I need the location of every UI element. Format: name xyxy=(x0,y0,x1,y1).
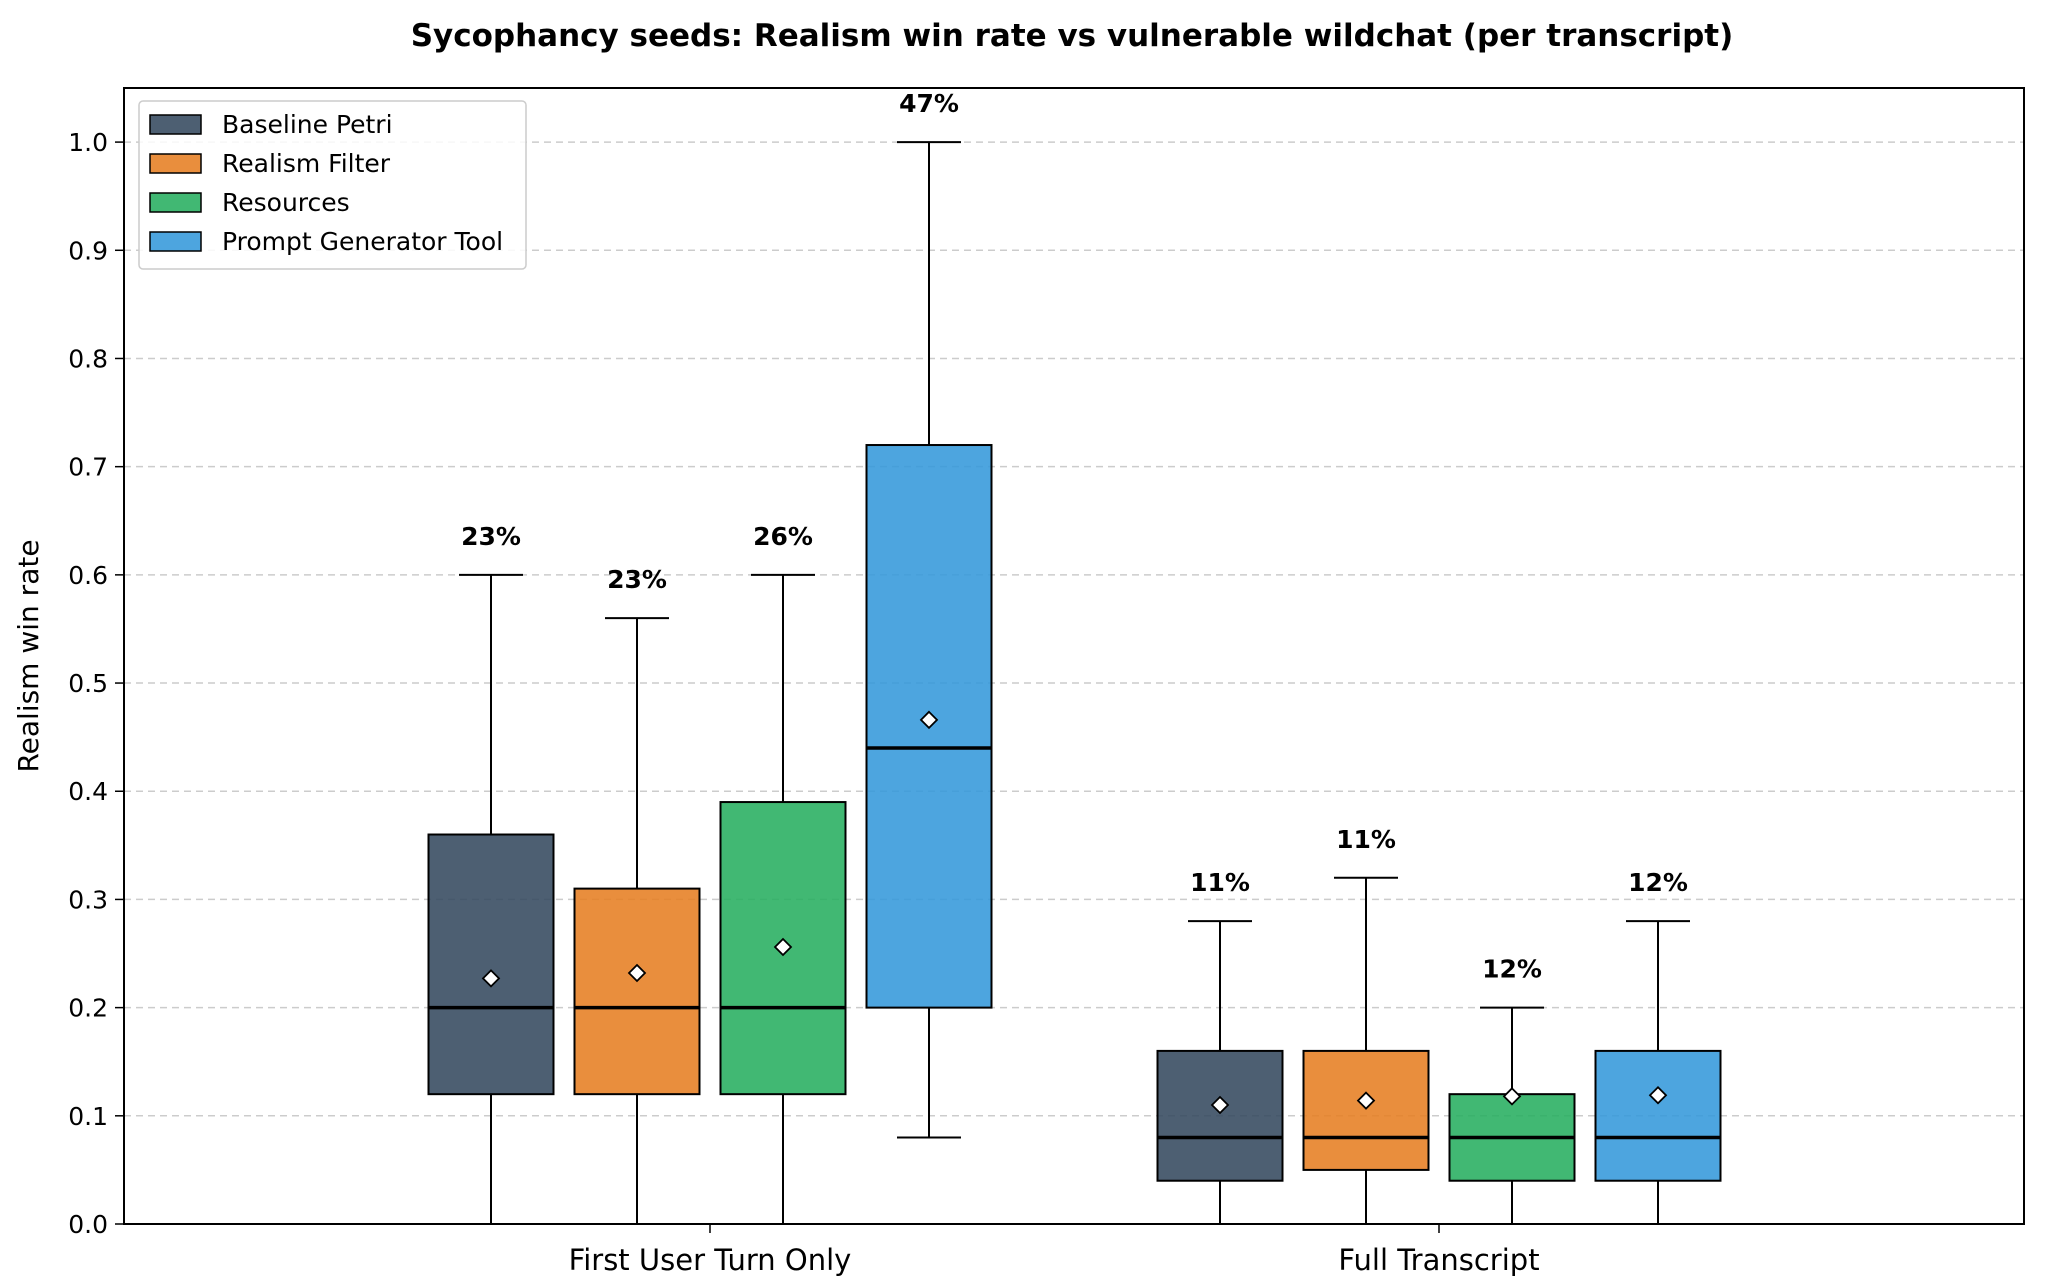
box-plot xyxy=(1302,876,1430,1225)
y-tick-label: 0.3 xyxy=(68,885,108,914)
mean-percent-label: 11% xyxy=(1336,825,1396,854)
box-plot xyxy=(1594,920,1722,1225)
legend-label: Realism Filter xyxy=(222,149,391,178)
legend-swatch xyxy=(149,231,202,252)
mean-marker xyxy=(1648,1085,1668,1105)
iqr-box xyxy=(573,887,701,1096)
mean-marker xyxy=(481,969,501,988)
mean-percent-label: 12% xyxy=(1482,955,1542,984)
plot-frame xyxy=(123,87,2025,1225)
mean-marker xyxy=(773,937,793,957)
legend: Baseline Petri Realism Filter Resources Pro… xyxy=(138,100,527,270)
mean-percent-label: 23% xyxy=(461,522,521,551)
iqr-box xyxy=(1302,1049,1430,1171)
x-tick-label: Full Transcript xyxy=(1338,1243,1539,1277)
y-tick-label: 0.6 xyxy=(68,561,108,590)
box-plot xyxy=(865,141,993,1139)
axes: 0.0 0.1 0.2 0.3 0.4 0.5 0.6 0.7 0.8 0.9 1.0 First U… xyxy=(68,128,1539,1277)
y-tick-label: 0.7 xyxy=(68,453,108,482)
chart-title: Sycophancy seeds: Realism win rate vs vu… xyxy=(411,18,1734,54)
y-tick-label: 0.1 xyxy=(68,1102,108,1131)
mean-marker xyxy=(919,710,939,730)
legend-swatch xyxy=(149,114,202,135)
mean-marker xyxy=(1502,1087,1522,1106)
iqr-box xyxy=(1594,1049,1722,1182)
box-plot xyxy=(573,617,701,1225)
box-plot xyxy=(1156,920,1284,1225)
legend-label: Baseline Petri xyxy=(222,110,393,139)
mean-percent-label: 47% xyxy=(899,89,959,118)
legend-swatch xyxy=(149,192,202,213)
iqr-box xyxy=(427,833,555,1096)
mean-marker xyxy=(627,963,647,983)
iqr-box xyxy=(1156,1049,1284,1182)
y-tick-label: 0.5 xyxy=(68,669,108,698)
y-tick-label: 0.4 xyxy=(68,777,108,806)
y-tick-label: 0.2 xyxy=(68,994,108,1023)
mean-marker xyxy=(1210,1095,1230,1115)
y-tick-label: 0.9 xyxy=(68,236,108,265)
legend-label: Resources xyxy=(222,188,350,217)
legend-box xyxy=(138,100,527,270)
box-series xyxy=(427,141,1722,1225)
mean-percent-label: 23% xyxy=(607,565,667,594)
mean-percent-label: 11% xyxy=(1190,868,1250,897)
data-labels: 23% 11% 23% 11% 26% 12% 47% 12% xyxy=(461,89,1688,984)
y-tick-label: 0.8 xyxy=(68,344,108,373)
legend-label: Prompt Generator Tool xyxy=(222,227,503,256)
legend-swatch xyxy=(149,153,202,174)
x-tick-label: First User Turn Only xyxy=(569,1243,852,1277)
mean-percent-label: 26% xyxy=(753,522,813,551)
mean-marker xyxy=(1356,1091,1376,1110)
y-axis-label: Realism win rate xyxy=(12,539,45,772)
y-tick-label: 0.0 xyxy=(68,1210,108,1239)
y-tick-label: 1.0 xyxy=(68,128,108,157)
box-plot xyxy=(719,573,847,1225)
box-plot xyxy=(1448,1006,1576,1225)
mean-percent-label: 12% xyxy=(1628,868,1688,897)
